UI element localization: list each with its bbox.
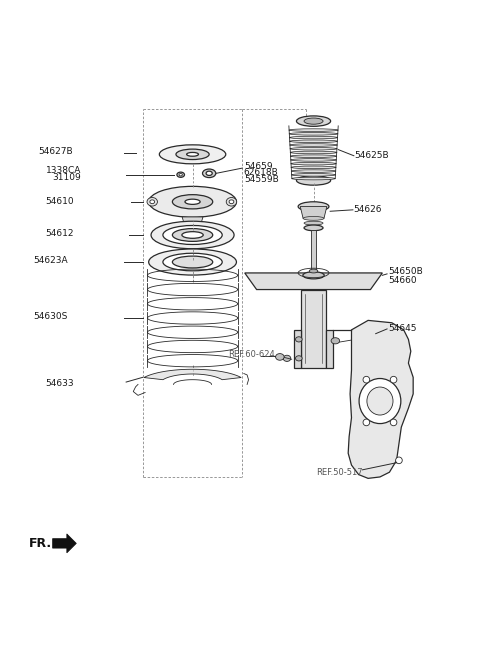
Ellipse shape [298,202,329,212]
Ellipse shape [304,225,323,231]
Ellipse shape [296,356,302,361]
Ellipse shape [304,118,323,124]
Ellipse shape [296,337,302,342]
Ellipse shape [163,253,222,271]
Polygon shape [300,206,327,218]
Text: 1338CA: 1338CA [46,166,81,175]
Polygon shape [348,320,413,478]
Text: REF.60-624: REF.60-624 [228,350,276,359]
Ellipse shape [149,249,237,275]
Ellipse shape [289,129,338,132]
Ellipse shape [297,176,331,185]
Ellipse shape [187,153,199,157]
Polygon shape [326,330,333,368]
Ellipse shape [291,174,336,176]
Ellipse shape [147,198,157,206]
Ellipse shape [303,272,324,279]
Ellipse shape [290,155,337,157]
Ellipse shape [290,143,337,146]
Ellipse shape [159,145,226,164]
Ellipse shape [363,377,370,383]
Ellipse shape [291,162,336,165]
Ellipse shape [304,221,323,225]
Ellipse shape [176,149,209,160]
Ellipse shape [276,354,284,360]
Ellipse shape [396,457,402,464]
Text: 54610: 54610 [46,197,74,206]
Text: 54645: 54645 [388,324,417,333]
Ellipse shape [363,419,370,426]
Text: 54659: 54659 [244,162,273,171]
Ellipse shape [390,419,397,426]
Bar [301,290,326,368]
Ellipse shape [305,226,322,230]
Ellipse shape [226,198,237,206]
Text: 54633: 54633 [46,379,74,388]
Ellipse shape [367,387,393,415]
Bar [311,231,316,287]
Text: 54626: 54626 [353,205,382,214]
Ellipse shape [289,140,337,143]
Ellipse shape [390,377,397,383]
Ellipse shape [149,187,237,217]
Text: REF.50-517: REF.50-517 [316,468,362,477]
Ellipse shape [172,256,213,268]
Ellipse shape [150,200,155,204]
Ellipse shape [289,136,338,139]
Polygon shape [371,331,383,337]
Text: 62618B: 62618B [244,168,278,178]
Text: 31109: 31109 [53,173,81,181]
Ellipse shape [172,195,213,209]
Text: 54623A: 54623A [34,256,68,265]
Ellipse shape [290,159,336,161]
Ellipse shape [163,225,222,244]
Ellipse shape [177,172,184,178]
Ellipse shape [359,379,401,424]
Ellipse shape [290,147,337,150]
Text: 54650B: 54650B [388,267,423,276]
Polygon shape [245,273,383,290]
Ellipse shape [172,229,213,242]
Ellipse shape [179,174,182,176]
Text: 54559B: 54559B [244,175,278,184]
Text: 54612: 54612 [46,229,74,238]
Text: 54625B: 54625B [354,151,388,160]
Ellipse shape [297,116,331,126]
Ellipse shape [291,170,336,172]
Polygon shape [144,369,241,380]
Text: 54630S: 54630S [34,312,68,321]
Ellipse shape [291,166,336,169]
Ellipse shape [292,178,336,180]
Ellipse shape [309,269,318,273]
Polygon shape [182,217,203,223]
Polygon shape [53,534,76,553]
Ellipse shape [290,151,337,154]
Ellipse shape [185,199,200,204]
Ellipse shape [203,169,216,178]
Ellipse shape [206,171,212,176]
Ellipse shape [303,217,324,220]
Ellipse shape [331,338,340,344]
Text: 54660: 54660 [388,276,417,284]
Ellipse shape [151,221,234,249]
Text: 54627B: 54627B [38,147,73,155]
Ellipse shape [182,232,203,238]
Text: FR.: FR. [29,537,52,550]
Polygon shape [294,330,301,368]
Ellipse shape [283,355,291,362]
Ellipse shape [289,132,338,135]
Ellipse shape [229,200,234,204]
